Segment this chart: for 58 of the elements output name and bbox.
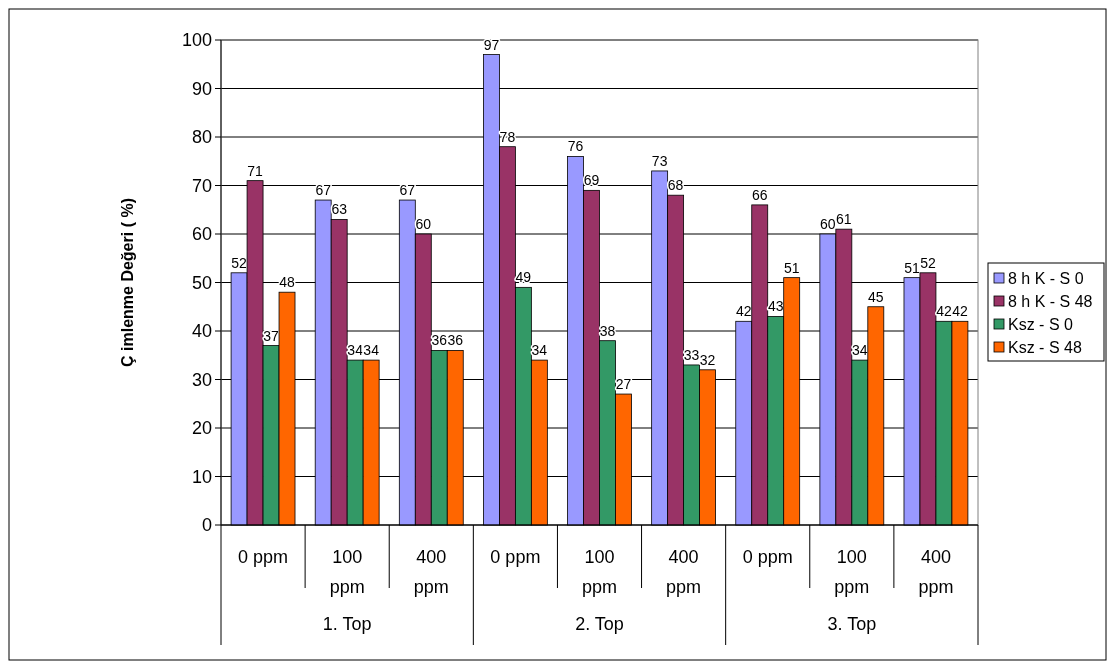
data-label: 42 [735, 303, 752, 320]
data-label: 37 [263, 327, 280, 344]
data-label: 34 [531, 342, 548, 359]
y-tick-label: 0 [201, 515, 212, 536]
text: 1. Top [322, 614, 372, 634]
legend-label: Ksz - S 0 [1008, 315, 1074, 333]
x-tick-label: 400 ppm [666, 547, 702, 597]
data-label: 60 [415, 216, 432, 232]
legend-label: 8 h K - S 48 [1008, 292, 1093, 310]
x-tick-label: 100 ppm [834, 547, 870, 597]
data-label: 32 [699, 351, 716, 368]
data-label: 73 [651, 152, 668, 169]
data-label: 76 [567, 138, 584, 155]
data-label: 34 [363, 342, 380, 359]
data-label: 60 [820, 216, 836, 232]
text: 3. Top [827, 614, 877, 634]
y-tick-label: 40 [191, 321, 212, 342]
text: 2. Top [575, 614, 624, 634]
data-label: 63 [331, 201, 348, 218]
data-label: 34 [852, 342, 868, 359]
y-axis-title: Ç imlenme Değeri ( %) [119, 198, 136, 367]
y-tick-label: 80 [191, 127, 212, 148]
data-label: 51 [783, 259, 800, 276]
x-tick-label: 100 ppm [581, 547, 618, 597]
data-label: 43 [767, 298, 784, 315]
y-tick-label: 50 [191, 272, 212, 293]
data-label: 52 [231, 254, 248, 271]
x-tick-label: 0 ppm [742, 547, 793, 567]
data-label: 61 [836, 211, 852, 228]
data-label: 97 [483, 36, 500, 53]
y-tick-label: 10 [191, 466, 212, 487]
data-label: 38 [599, 322, 616, 339]
y-tick-label: 90 [191, 78, 212, 99]
x-tick-label: 0 ppm [238, 547, 289, 567]
y-tick-label: 30 [191, 369, 212, 390]
data-label: 51 [904, 259, 920, 276]
y-tick-label: 100 [181, 30, 212, 51]
x-tick-label: 0 ppm [490, 547, 541, 567]
legend-label: Ksz - S 48 [1008, 338, 1082, 356]
x-tick-label: 400 ppm [918, 547, 954, 597]
data-label: 71 [247, 162, 264, 179]
x-tick-label: 100 ppm [329, 547, 365, 597]
data-label: 69 [583, 172, 600, 189]
data-label: 36 [431, 332, 448, 349]
legend-label: 8 h K - S 0 [1008, 269, 1084, 287]
y-tick-label: 60 [191, 224, 212, 245]
x-tick-label: 400 ppm [413, 547, 449, 597]
data-label: 42 [952, 303, 968, 320]
data-label: 52 [920, 254, 936, 271]
y-tick-label: 70 [191, 175, 212, 196]
data-label: 78 [499, 128, 516, 145]
data-label: 36 [447, 332, 464, 349]
data-label: 33 [683, 346, 700, 363]
data-label: 42 [936, 303, 952, 320]
data-label: 66 [751, 186, 768, 203]
data-label: 45 [868, 288, 884, 305]
y-tick-label: 20 [191, 418, 212, 439]
data-label: 34 [347, 342, 364, 359]
